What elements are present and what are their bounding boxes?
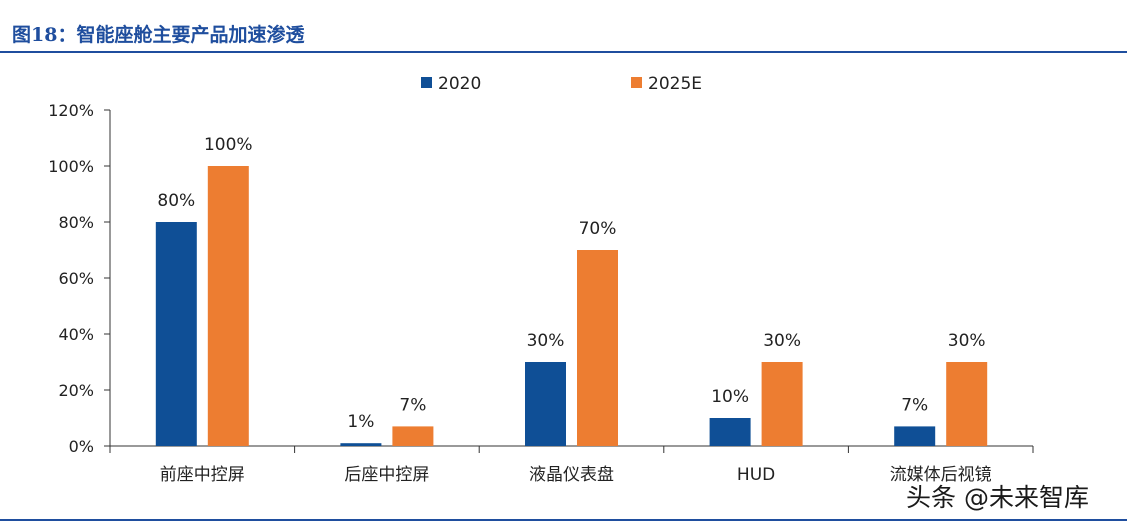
data-label: 100% [204,135,253,155]
header-rule [0,51,1127,53]
legend-label: 2020 [438,74,481,94]
legend-swatch [421,77,432,88]
data-label: 30% [763,331,801,351]
legend-label: 2025E [648,74,702,94]
legend-swatch [631,77,642,88]
data-label: 10% [711,387,749,407]
footer-rule [0,519,1127,521]
x-axis: 前座中控屏 后座中控屏 液晶仪表盘 HUD 流媒体后视镜 [109,445,1034,485]
x-tick-label: 前座中控屏 [160,465,245,485]
y-tick-label: 60% [58,269,94,288]
y-tick-label: 0% [69,437,94,456]
data-label: 30% [527,331,565,351]
data-label: 80% [157,191,195,211]
bars: 80% 100% 1% 7% 30% 70% 10% 30% 7% 30% [155,135,988,446]
data-label: 70% [579,219,617,239]
bar-2020-0 [155,222,197,446]
data-label: 7% [901,395,928,415]
bar-2020-2 [525,362,566,446]
x-tick-label: HUD [737,465,775,485]
bar-2020-4 [894,426,936,446]
bar-2025e-2 [577,250,618,446]
data-label: 30% [948,331,986,351]
y-tick-label: 20% [58,381,94,400]
figure-header: 图18：智能座舱主要产品加速渗透 [0,0,1127,54]
x-tick-label: 液晶仪表盘 [529,465,614,485]
data-label: 7% [399,395,426,415]
y-tick-label: 80% [58,213,94,232]
bar-2025e-4 [946,362,988,446]
y-tick-label: 40% [58,325,94,344]
x-tick-label: 后座中控屏 [344,465,429,485]
figure-title: 图18：智能座舱主要产品加速渗透 [12,24,305,46]
bar-2025e-3 [761,362,803,446]
y-tick-label: 120% [48,101,94,120]
data-label: 1% [347,412,374,432]
y-axis: 0% 20% 40% 60% 80% 100% 120% [48,101,111,456]
watermark: 头条 @未来智库 [906,483,1089,512]
bar-2025e-0 [207,166,249,446]
x-tick-label: 流媒体后视镜 [890,465,992,485]
bar-2020-3 [709,418,751,446]
bar-2020-1 [340,443,382,446]
legend: 2020 2025E [421,74,702,94]
bar-2025e-1 [392,426,434,446]
y-tick-label: 100% [48,157,94,176]
